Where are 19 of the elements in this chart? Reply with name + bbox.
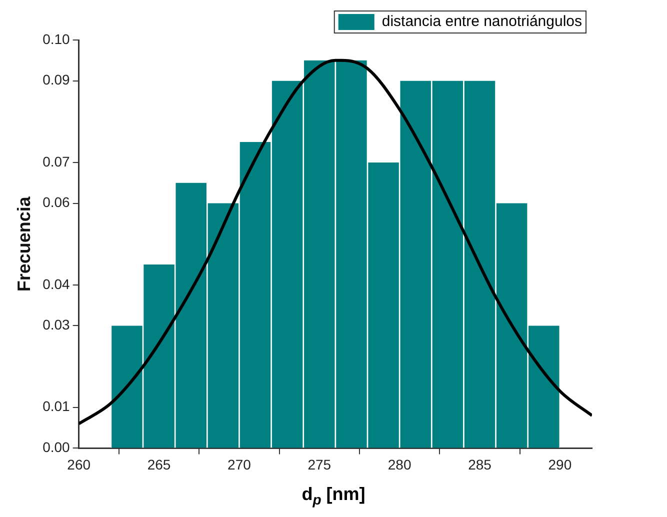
y-tick-label: 0.01	[42, 398, 70, 414]
y-tick-label: 0.04	[42, 276, 70, 292]
x-tick-label: 260	[67, 456, 91, 472]
y-tick-label: 0.03	[42, 316, 70, 333]
x-tick-label: 265	[147, 456, 171, 472]
y-tick-label: 0.10	[42, 30, 70, 47]
y-tick-label: 0.06	[42, 194, 70, 210]
x-tick-label: 285	[468, 456, 492, 472]
y-tick-label: 0.07	[42, 153, 70, 170]
y-axis-title: Frecuencia	[14, 196, 34, 292]
x-tick-label: 270	[228, 456, 252, 472]
line-series	[78, 58, 592, 426]
x-axis-title: d$_{p}$ [nm]	[300, 484, 366, 508]
x-tick-label: 280	[388, 456, 412, 472]
y-tick-label: 0.00	[42, 439, 70, 456]
legend-label: distancia entre nanotriángulos	[382, 13, 582, 30]
y-tick-label: 0.09	[42, 72, 70, 88]
x-tick-label: 275	[308, 456, 332, 472]
x-tick-label: 290	[548, 456, 572, 472]
